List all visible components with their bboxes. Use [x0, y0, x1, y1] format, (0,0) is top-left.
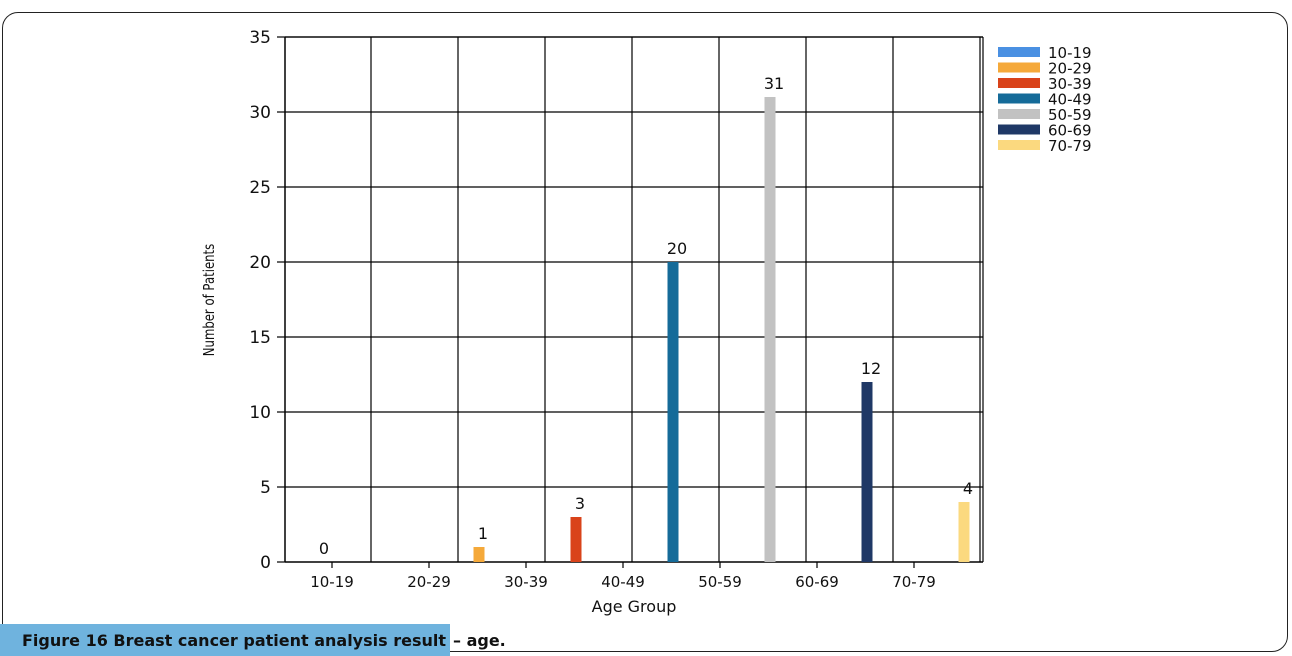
legend-swatch [998, 47, 1040, 57]
y-tick-label: 15 [249, 328, 271, 348]
bar-60-69 [861, 382, 873, 562]
caption-highlight: Figure 16 Breast cancer patient analysis… [0, 624, 450, 656]
bar-40-49 [667, 262, 679, 562]
data-label: 3 [575, 494, 585, 513]
bar-30-39 [570, 517, 582, 562]
legend-swatch [998, 78, 1040, 88]
data-label: 20 [667, 239, 687, 258]
x-tick-label: 40-49 [601, 573, 645, 591]
bar-50-59 [764, 97, 776, 562]
data-label: 31 [764, 74, 784, 93]
y-tick-label: 10 [249, 403, 271, 423]
legend-label: 40-49 [1048, 91, 1092, 109]
legend-label: 20-29 [1048, 60, 1092, 78]
x-tick-label: 30-39 [504, 573, 548, 591]
figure-caption: Figure 16 Breast cancer patient analysis… [0, 624, 506, 656]
data-label: 4 [963, 479, 973, 498]
y-tick-label: 35 [249, 28, 271, 48]
bar-20-29 [473, 547, 485, 562]
x-axis-label: Age Group [592, 597, 677, 616]
x-tick-label: 50-59 [698, 573, 742, 591]
caption-suffix: – age. [453, 630, 506, 650]
data-label: 1 [478, 524, 488, 543]
data-label: 12 [861, 359, 881, 378]
y-tick-label: 25 [249, 178, 271, 198]
legend-swatch [998, 140, 1040, 150]
legend-label: 30-39 [1048, 75, 1092, 93]
legend-label: 50-59 [1048, 106, 1092, 124]
x-tick-label: 70-79 [892, 573, 936, 591]
bar-chart: 05101520253035010-19120-29330-392040-493… [202, 28, 1092, 616]
bar-70-79 [958, 502, 970, 562]
figure-frame [2, 12, 1288, 652]
y-tick-label: 0 [260, 553, 271, 573]
y-tick-label: 20 [249, 253, 271, 273]
legend-label: 60-69 [1048, 122, 1092, 140]
legend-swatch [998, 93, 1040, 104]
legend-swatch [998, 124, 1040, 135]
legend-swatch [998, 109, 1040, 119]
x-tick-label: 10-19 [310, 573, 354, 591]
y-tick-label: 30 [249, 103, 271, 123]
y-axis-label: Number of Patients [202, 244, 219, 356]
legend-label: 10-19 [1048, 44, 1092, 62]
x-tick-label: 60-69 [795, 573, 839, 591]
legend-label: 70-79 [1048, 137, 1092, 155]
data-label: 0 [319, 539, 329, 558]
caption-title: Breast cancer patient analysis result [113, 630, 446, 650]
figure-label: Figure 16 [22, 630, 108, 650]
legend-swatch [998, 62, 1040, 73]
y-tick-label: 5 [260, 478, 271, 498]
x-tick-label: 20-29 [407, 573, 451, 591]
